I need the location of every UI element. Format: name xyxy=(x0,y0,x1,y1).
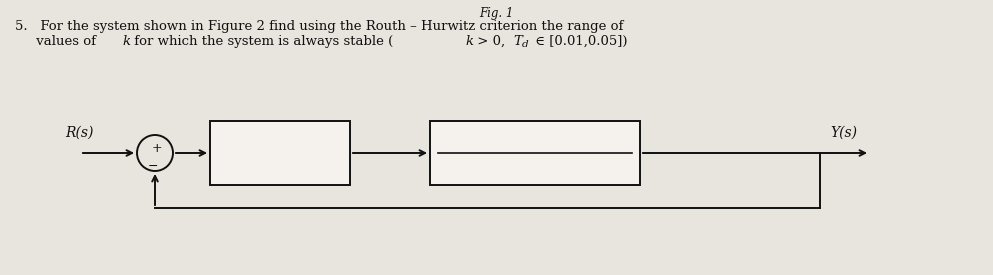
Text: k: k xyxy=(122,35,130,48)
Text: R(s): R(s) xyxy=(65,126,93,140)
Text: $k(1+T_{d}s)$: $k(1+T_{d}s)$ xyxy=(241,141,309,159)
Text: > 0,: > 0, xyxy=(473,35,513,48)
Text: T: T xyxy=(513,35,522,48)
Text: Fig. 1: Fig. 1 xyxy=(479,7,513,20)
Text: k: k xyxy=(465,35,473,48)
Text: values of: values of xyxy=(15,35,100,48)
Text: $s(s+2)(s+5)$: $s(s+2)(s+5)$ xyxy=(492,160,578,175)
Bar xyxy=(210,121,350,185)
Bar xyxy=(430,121,640,185)
Text: −: − xyxy=(148,160,158,172)
Text: Y(s): Y(s) xyxy=(830,126,857,140)
Text: 5.   For the system shown in Figure 2 find using the Routh – Hurwitz criterion t: 5. For the system shown in Figure 2 find… xyxy=(15,20,624,33)
Text: for which the system is always stable (: for which the system is always stable ( xyxy=(130,35,393,48)
Text: +: + xyxy=(152,142,162,155)
Text: 3: 3 xyxy=(530,133,540,147)
Text: d: d xyxy=(522,40,528,49)
Text: ∈ [0.01,0.05]): ∈ [0.01,0.05]) xyxy=(531,35,628,48)
